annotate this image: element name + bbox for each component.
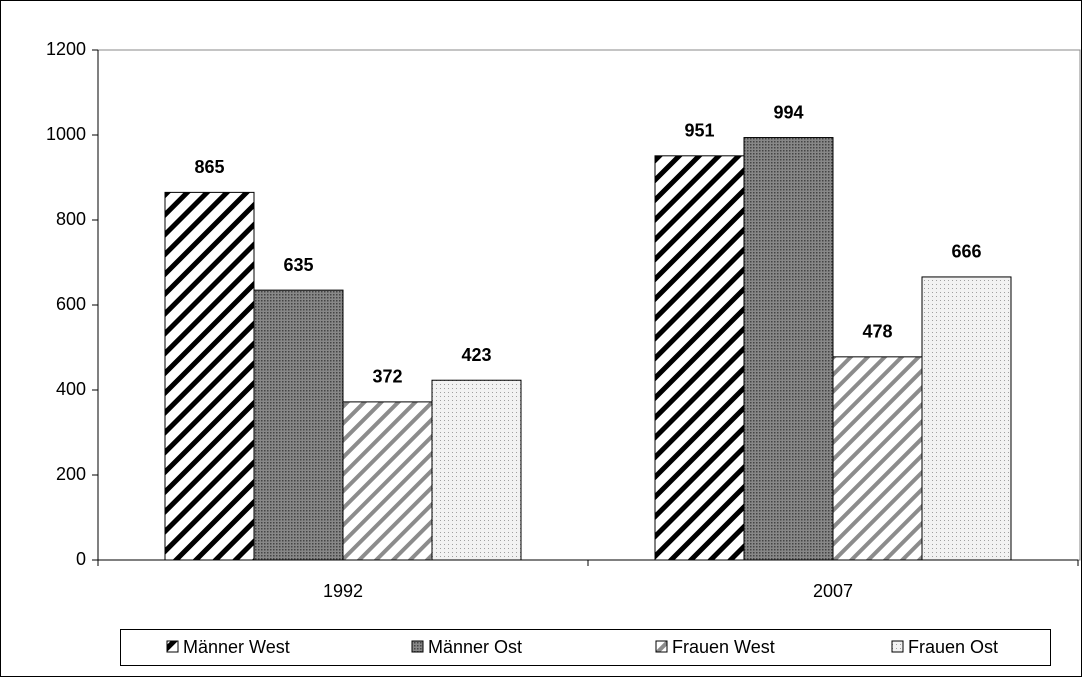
y-tick-label: 1200 <box>46 39 86 59</box>
y-tick-label: 400 <box>56 379 86 399</box>
x-tick-label: 1992 <box>323 581 363 601</box>
value-label: 994 <box>773 102 803 122</box>
legend-label: Männer West <box>183 637 290 657</box>
y-tick-label: 1000 <box>46 124 86 144</box>
legend-label: Frauen West <box>672 637 775 657</box>
value-label: 951 <box>684 121 714 141</box>
bar <box>654 155 745 561</box>
y-tick-label: 600 <box>56 294 86 314</box>
bar <box>832 356 923 561</box>
legend-label: Männer Ost <box>428 637 522 657</box>
value-label: 478 <box>862 322 892 342</box>
legend-swatch <box>891 640 904 653</box>
bar <box>743 137 834 561</box>
value-label: 372 <box>372 367 402 387</box>
bar <box>921 276 1012 561</box>
bar <box>253 289 344 561</box>
value-label: 666 <box>951 242 981 262</box>
bar <box>164 191 255 561</box>
legend-label: Frauen Ost <box>908 637 998 657</box>
bar <box>342 401 433 561</box>
value-label: 635 <box>283 255 313 275</box>
y-tick-label: 200 <box>56 464 86 484</box>
legend-swatch <box>411 640 424 653</box>
bar <box>431 379 522 561</box>
value-label: 865 <box>194 157 224 177</box>
legend-swatch <box>655 640 668 653</box>
x-tick-label: 2007 <box>813 581 853 601</box>
y-tick-label: 0 <box>76 549 86 569</box>
y-tick-label: 800 <box>56 209 86 229</box>
legend-swatch <box>166 640 179 653</box>
value-label: 423 <box>461 345 491 365</box>
